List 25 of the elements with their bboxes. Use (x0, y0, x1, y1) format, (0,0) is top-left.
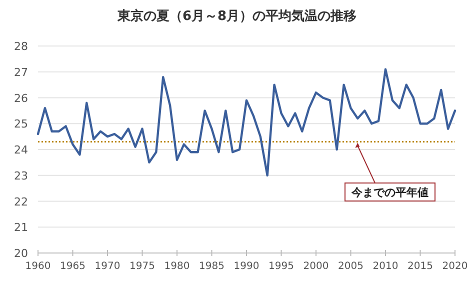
x-tick-label: 1980 (164, 261, 190, 272)
x-tick-label: 2005 (338, 261, 364, 272)
y-tick-label: 21 (14, 221, 28, 234)
x-tick-label: 2010 (372, 261, 398, 272)
x-tick-label: 2020 (442, 261, 468, 272)
chart-title: 東京の夏（6月～8月）の平均気温の推移 (116, 8, 357, 24)
y-tick-label: 25 (14, 118, 28, 131)
line-series (36, 68, 456, 176)
y-tick-label: 27 (14, 66, 28, 79)
y-tick-label: 26 (14, 92, 28, 105)
y-tick-label: 28 (14, 40, 28, 53)
x-tick-label: 1965 (60, 261, 86, 272)
x-tick-label: 1995 (268, 261, 294, 272)
x-tick-label: 2015 (408, 261, 433, 272)
x-tick-label: 1990 (234, 261, 260, 272)
y-tick-label: 22 (14, 195, 28, 208)
y-tick-label: 23 (14, 169, 28, 182)
x-tick-label: 1960 (25, 261, 51, 272)
x-tick-label: 1975 (130, 261, 155, 272)
x-tick-label: 2000 (303, 261, 329, 272)
y-tick-label: 20 (14, 247, 28, 260)
y-tick-label: 24 (14, 144, 28, 156)
x-tick-label: 1985 (199, 261, 224, 272)
annotation: 今までの平年値 (350, 186, 428, 199)
x-tick-label: 1970 (94, 261, 120, 272)
